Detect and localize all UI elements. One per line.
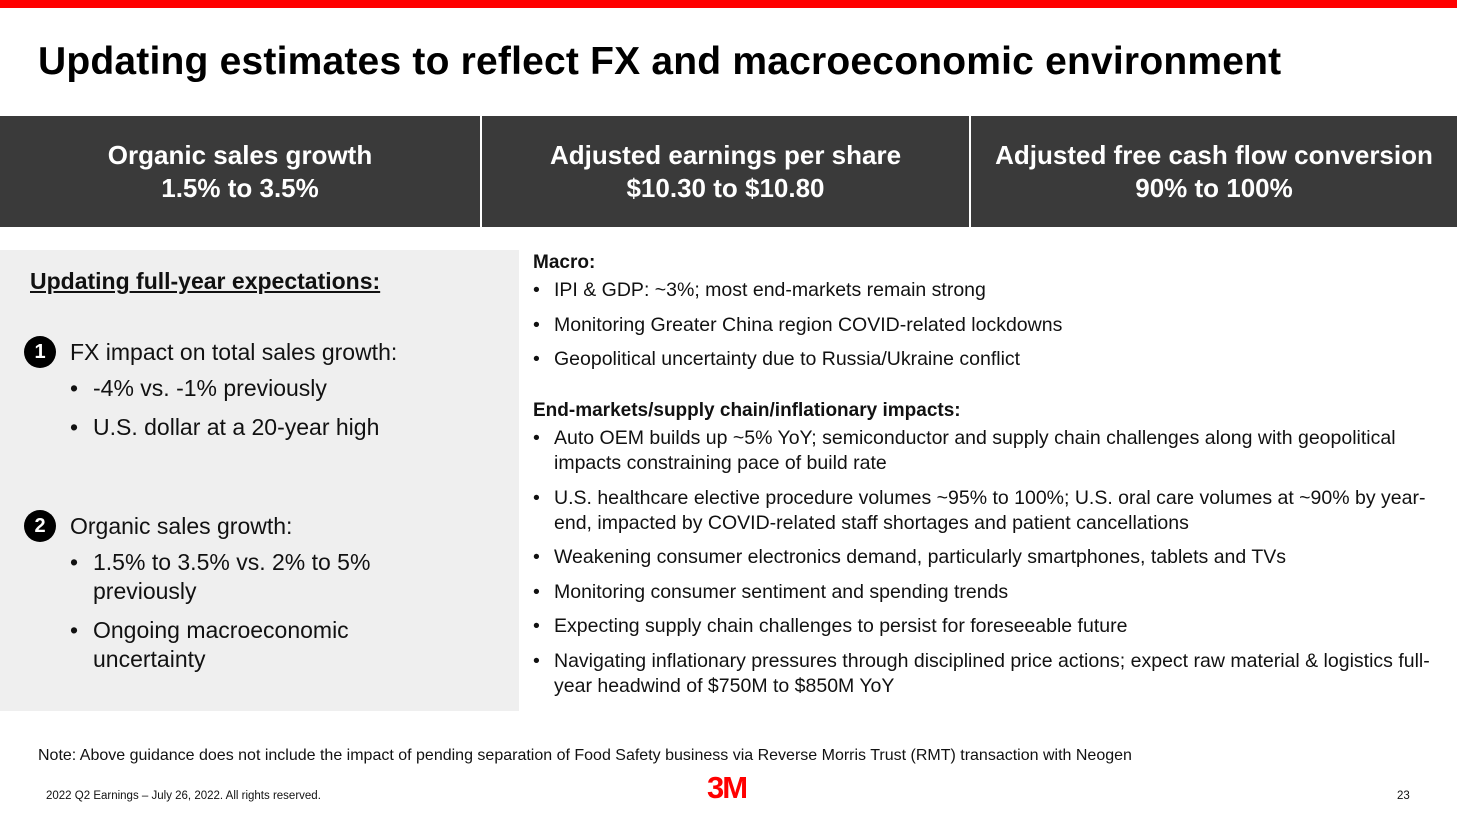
kpi-adjusted-eps: Adjusted earnings per share $10.30 to $1… bbox=[482, 116, 969, 227]
fx-impact-section: 1 FX impact on total sales growth: -4% v… bbox=[24, 336, 397, 452]
list-item: IPI & GDP: ~3%; most end-markets remain … bbox=[533, 278, 1433, 303]
slide-title: Updating estimates to reflect FX and mac… bbox=[38, 40, 1282, 83]
top-accent-bar bbox=[0, 0, 1457, 8]
end-markets-list: Auto OEM builds up ~5% YoY; semiconducto… bbox=[533, 426, 1433, 699]
organic-growth-list: 1.5% to 3.5% vs. 2% to 5% previously Ong… bbox=[24, 548, 393, 674]
list-item: 1.5% to 3.5% vs. 2% to 5% previously bbox=[70, 548, 393, 606]
kpi-label: Organic sales growth bbox=[107, 139, 373, 170]
kpi-label: Adjusted earnings per share bbox=[549, 139, 902, 170]
section-title: FX impact on total sales growth: bbox=[70, 338, 398, 365]
list-item: Expecting supply chain challenges to per… bbox=[533, 614, 1433, 639]
list-item: U.S. healthcare elective procedure volum… bbox=[533, 486, 1433, 536]
organic-growth-section: 2 Organic sales growth: 1.5% to 3.5% vs.… bbox=[24, 510, 393, 684]
section-header: 1 FX impact on total sales growth: bbox=[24, 336, 397, 368]
number-one-icon: 1 bbox=[24, 336, 56, 368]
list-item: Auto OEM builds up ~5% YoY; semiconducto… bbox=[533, 426, 1433, 476]
list-item: Geopolitical uncertainty due to Russia/U… bbox=[533, 347, 1433, 372]
list-item: Ongoing macroeconomic uncertainty bbox=[70, 616, 393, 674]
list-item: Monitoring Greater China region COVID-re… bbox=[533, 313, 1433, 338]
guidance-note: Note: Above guidance does not include th… bbox=[38, 747, 1132, 764]
macro-heading: Macro: bbox=[533, 252, 596, 273]
expectations-panel: Updating full-year expectations: 1 FX im… bbox=[0, 250, 519, 711]
kpi-value: 90% to 100% bbox=[1135, 172, 1293, 203]
list-item: Weakening consumer electronics demand, p… bbox=[533, 545, 1433, 570]
kpi-organic-sales: Organic sales growth 1.5% to 3.5% bbox=[0, 116, 480, 227]
kpi-free-cash-flow: Adjusted free cash flow conversion 90% t… bbox=[971, 116, 1457, 227]
footer-copyright: 2022 Q2 Earnings – July 26, 2022. All ri… bbox=[46, 790, 321, 802]
macro-list: IPI & GDP: ~3%; most end-markets remain … bbox=[533, 278, 1433, 372]
end-markets-heading: End-markets/supply chain/inflationary im… bbox=[533, 400, 961, 421]
section-title: Organic sales growth: bbox=[70, 512, 293, 539]
kpi-label: Adjusted free cash flow conversion bbox=[995, 139, 1433, 170]
expectations-heading: Updating full-year expectations: bbox=[30, 268, 381, 294]
page-number: 23 bbox=[1397, 790, 1410, 802]
3m-logo: 3M bbox=[707, 770, 748, 805]
section-header: 2 Organic sales growth: bbox=[24, 510, 393, 542]
number-two-icon: 2 bbox=[24, 510, 56, 542]
list-item: Monitoring consumer sentiment and spendi… bbox=[533, 580, 1433, 605]
fx-impact-list: -4% vs. -1% previously U.S. dollar at a … bbox=[24, 374, 397, 442]
kpi-value: $10.30 to $10.80 bbox=[626, 172, 825, 203]
kpi-value: 1.5% to 3.5% bbox=[161, 172, 319, 203]
list-item: -4% vs. -1% previously bbox=[70, 374, 393, 403]
kpi-row: Organic sales growth 1.5% to 3.5% Adjust… bbox=[0, 116, 1457, 227]
macro-panel: Macro: IPI & GDP: ~3%; most end-markets … bbox=[533, 252, 1433, 708]
list-item: Navigating inflationary pressures throug… bbox=[533, 649, 1433, 699]
list-item: U.S. dollar at a 20-year high bbox=[70, 413, 393, 442]
